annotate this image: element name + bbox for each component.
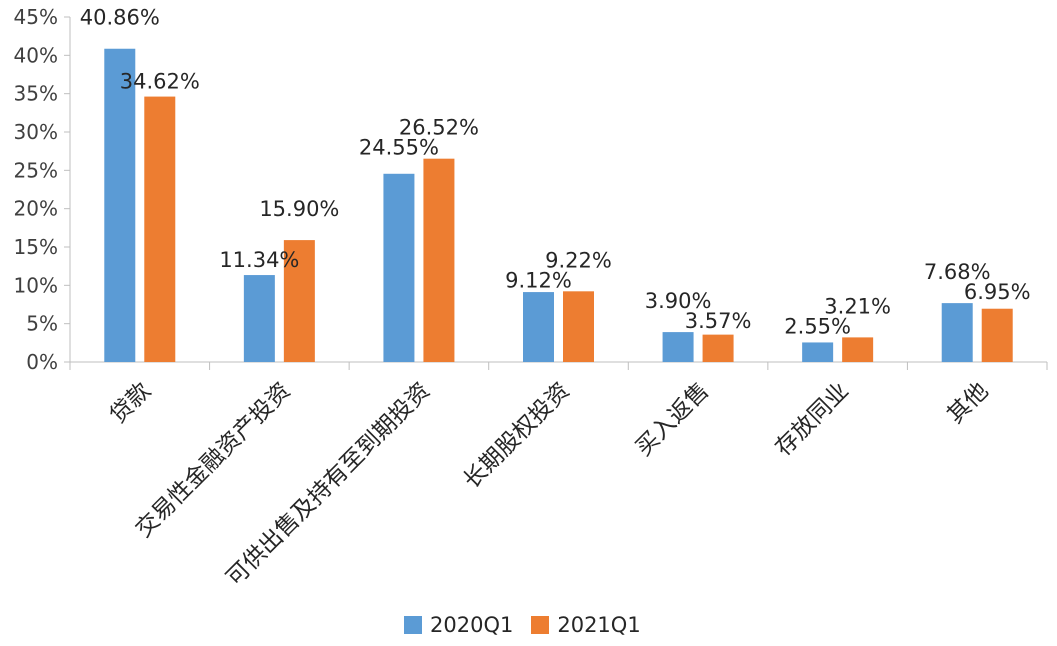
bar-2021q1-1 [283, 240, 315, 362]
y-tick-label: 0% [26, 350, 58, 374]
legend: 2020Q1 2021Q1 [404, 610, 641, 640]
legend-item-2020q1: 2020Q1 [404, 613, 513, 637]
y-tick-label: 10% [14, 273, 58, 297]
category-label-6: 其他 [943, 378, 994, 429]
data-label-2020q1-5: 2.55% [784, 314, 851, 338]
bar-2021q1-6 [981, 308, 1013, 362]
bar-2020q1-4 [662, 332, 694, 362]
y-tick-label: 15% [14, 235, 58, 259]
category-label-4: 买入返售 [631, 378, 714, 461]
legend-item-2021q1: 2021Q1 [531, 613, 641, 637]
data-label-2021q1-5: 3.21% [824, 294, 891, 318]
legend-label-2021q1: 2021Q1 [557, 613, 641, 637]
data-label-2020q1-0: 40.86% [80, 6, 160, 30]
data-label-2020q1-3: 9.12% [505, 268, 572, 292]
bar-2020q1-1 [243, 275, 275, 362]
y-tick-label: 30% [14, 120, 58, 144]
data-labels: 40.86% 34.62% 11.34% 15.90% 24.55%26.52% 9.12… [80, 6, 1031, 339]
y-tick-label: 20% [14, 197, 58, 221]
data-label-2021q1-4: 3.57% [685, 309, 752, 333]
bar-2021q1-2 [423, 158, 455, 362]
y-tick-label: 35% [14, 82, 58, 106]
bar-2021q1-0 [144, 96, 176, 362]
bar-2020q1-3 [523, 292, 554, 362]
x-axis [69, 361, 1048, 370]
category-label-5: 存放同业 [770, 378, 853, 461]
bar-2020q1-6 [941, 303, 973, 362]
y-axis: 0% 5% 10% 15% 20% 25% 30% 35% 40% 45% [14, 5, 71, 374]
y-tick-label: 45% [14, 5, 58, 29]
y-tick-label: 40% [14, 43, 58, 67]
data-label-2021q1-2: 26.52% [399, 116, 479, 140]
category-label-1: 交易性金融资产投资 [131, 378, 296, 543]
bar-2020q1-5 [802, 342, 834, 362]
data-label-2020q1-1: 11.34% [219, 248, 299, 272]
bar-2021q1-3 [563, 291, 594, 362]
data-label-2021q1-6: 6.95% [964, 280, 1031, 304]
data-label-2021q1-1: 15.90% [259, 197, 339, 221]
data-label-2020q1-4: 3.90% [645, 289, 712, 313]
bar-2020q1-0 [104, 48, 136, 363]
data-label-2021q1-3: 9.22% [545, 248, 612, 272]
y-tick-label: 5% [26, 312, 58, 336]
data-label-2020q1-6: 7.68% [924, 260, 991, 284]
bar-2021q1-4 [702, 334, 734, 362]
bars [104, 48, 1013, 363]
bar-2020q1-2 [383, 173, 415, 362]
legend-swatch-2020q1 [404, 616, 422, 634]
data-label-2021q1-0: 34.62% [120, 70, 200, 94]
data-label-2020q1-2: 24.55% [359, 136, 439, 160]
legend-swatch-2021q1 [531, 616, 550, 634]
category-label-0: 贷款 [105, 378, 156, 429]
category-label-3: 长期股权投资 [459, 378, 575, 494]
bar-2021q1-5 [842, 337, 874, 362]
legend-label-2020q1: 2020Q1 [430, 613, 514, 637]
y-tick-label: 25% [14, 158, 58, 182]
